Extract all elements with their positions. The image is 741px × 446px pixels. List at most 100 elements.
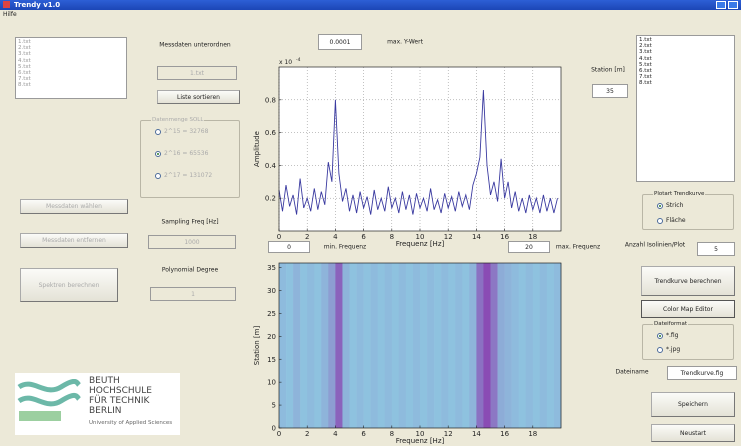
radio-option[interactable]: 2^17 = 131072 [155,172,212,179]
heatmap-cell [525,263,534,428]
radio-group: Datenmenge SOLL 2^15 = 32768 2^16 = 65536 2… [140,117,240,198]
radio-dot [155,172,161,179]
list-item[interactable]: 1.txt [18,39,31,45]
radio-dot [657,332,663,339]
radio-option[interactable]: *.fig [657,332,679,339]
label: Sampling Freq [Hz] [161,218,219,226]
heatmap-cell [420,263,428,428]
radio-option[interactable]: Fläche [657,217,686,224]
button[interactable]: Spektren berechnen [20,268,118,302]
y-tick-label: 35 [267,264,276,272]
y-tick-label: 20 [267,333,276,341]
heatmap-cell [384,263,393,428]
button[interactable]: Messdaten entfernen [20,233,128,248]
window-title: Trendy v1.0 [14,1,61,9]
list-item[interactable]: 7.txt [639,74,652,81]
label: Dateiname [615,368,649,376]
heatmap-chart: 0 2 4 6 8 10 12 14 16 18 0 5 10 15 20 25 30 35 Frequenz [H… [253,262,562,445]
x-tick-label: 12 [444,430,453,438]
logo-subtitle: University of Applied Sciences [89,420,173,426]
file-list[interactable]: 1.txt 2.txt 3.txt 4.txt 5.txt 6.txt 7.txt 8.txt [636,35,735,182]
radio-option[interactable]: 2^16 = 65536 [155,150,208,157]
heatmap-cell [314,263,322,428]
x-tick-label: 12 [444,233,453,241]
list-item[interactable]: 6.txt [18,70,31,77]
maximize-button[interactable] [716,1,726,9]
button[interactable]: Liste sortieren [157,90,240,104]
heatmap-cell [293,263,301,428]
radio-option[interactable]: Strich [657,202,683,209]
button[interactable]: Color Map Editor [641,300,735,318]
x-tick-label: 8 [390,233,394,241]
label: Station [m] [591,66,625,74]
x-tick-label: 16 [500,233,509,241]
text-field[interactable]: 5 [697,242,735,256]
group-title: Plotart Trendkurve [653,191,706,197]
list-item[interactable]: 5.txt [18,63,31,70]
text-field[interactable]: 1000 [148,235,236,249]
list-item[interactable]: 2.txt [18,45,31,52]
button[interactable]: Messdaten wählen [20,199,128,214]
radio-selected [157,152,159,155]
list-item[interactable]: 2.txt [639,43,652,50]
label: max. Frequenz [555,243,601,251]
list-item[interactable]: 8.txt [639,80,652,87]
x-tick-label: 18 [528,430,537,438]
list-item[interactable]: 3.txt [639,49,652,56]
text-field[interactable]: Trendkurve.fig [667,366,737,380]
x-tick-label: 6 [361,430,366,438]
button[interactable]: Speichern [651,392,735,417]
heatmap-cell [398,263,407,428]
menu-item[interactable]: Hilfe [3,11,17,18]
file-list[interactable]: 1.txt 2.txt 3.txt 4.txt 5.txt 6.txt 7.txt 8.txt [15,37,127,99]
heatmap-cell [469,263,477,428]
close-button[interactable] [728,1,738,9]
y-tick-label: 30 [267,287,276,295]
list-item[interactable]: 7.txt [18,76,31,83]
y-tick-label: 10 [267,379,276,387]
x-tick-label: 10 [416,233,425,241]
logo-line: BERLIN [89,406,122,416]
radio-group: Dateiformat *.fig *.jpg [642,321,734,360]
list-item[interactable]: 6.txt [639,68,652,75]
heatmap-cell [342,263,350,428]
text-field[interactable]: 1 [150,287,236,301]
text-field[interactable]: 20 [508,241,550,253]
button[interactable]: Neustart [651,424,735,442]
label: max. Y-Wert [387,38,423,46]
text-field[interactable]: 1.txt [157,66,237,80]
heatmap-cell [546,263,555,428]
radio-option[interactable]: 2^15 = 32768 [155,128,208,135]
heatmap-cell [286,263,294,428]
text-field[interactable]: 0.0001 [318,34,362,50]
list-item[interactable]: 4.txt [18,57,31,64]
heatmap-cell [356,263,364,428]
label: Polynomial Degree [161,266,219,274]
text-field[interactable]: 0 [268,241,310,253]
text-field[interactable]: 35 [592,84,628,98]
heatmap-cell [300,263,308,428]
title-bar: Trendy v1.0 [0,0,741,10]
button[interactable]: Trendkurve berechnen [641,266,735,296]
radio-option[interactable]: *.jpg [657,346,680,353]
x-tick-label: 2 [305,233,309,241]
y-tick-label: 5 [272,402,276,410]
list-item[interactable]: 5.txt [639,61,652,68]
list-item[interactable]: 8.txt [18,82,31,89]
list-item[interactable]: 3.txt [18,51,31,58]
radio-dot [657,202,663,209]
y-tick-label: 0.8 [265,96,276,104]
logo-line: BEUTH HOCHSCHULE [89,376,152,396]
heatmap-cell [511,263,519,428]
y-tick-label: 0.4 [265,162,277,170]
list-item[interactable]: 1.txt [639,37,652,43]
y-axis-label: Station [m] [253,326,261,366]
list-item[interactable]: 4.txt [639,55,652,62]
x-tick-label: 10 [416,430,425,438]
radio-label: *.jpg [666,346,681,353]
radio-selected [659,334,661,337]
y-tick-label: 0 [272,425,276,433]
spectrum-chart: 0 2 4 6 8 10 12 14 16 18 0.2 0.4 0.6 0.8 Frequenz [Hz]… [253,57,562,248]
x-tick-label: 4 [333,233,338,241]
radio-selected [659,204,661,207]
